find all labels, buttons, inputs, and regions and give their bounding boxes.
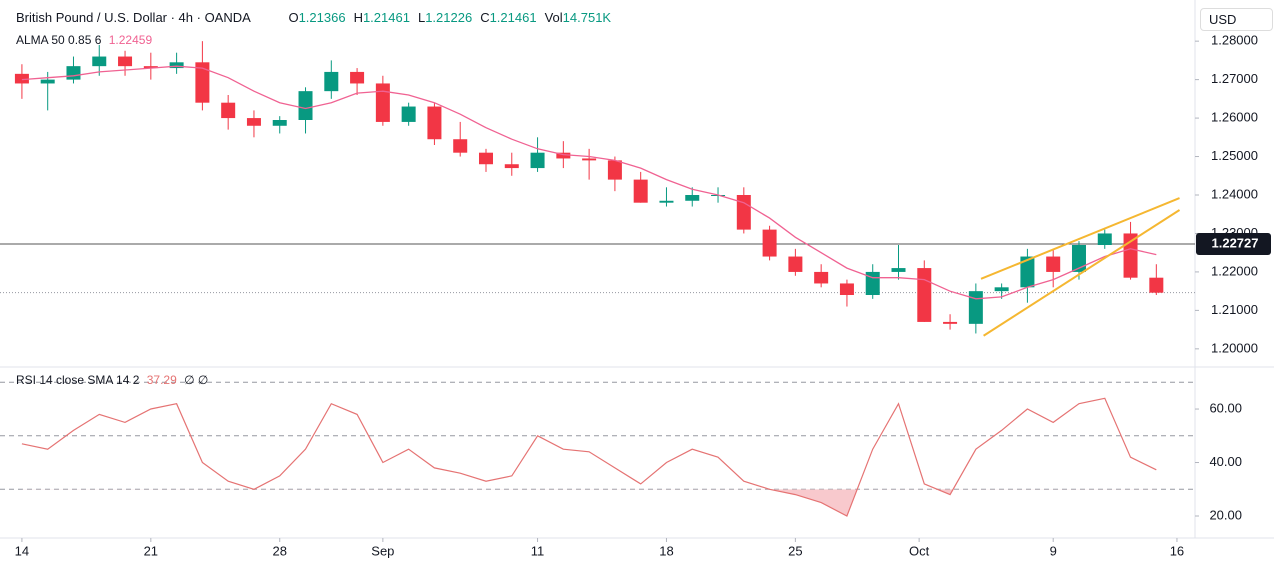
currency-button[interactable]: USD	[1200, 8, 1274, 31]
candle-body	[994, 287, 1009, 292]
candle-body	[478, 152, 493, 165]
ohlc-label: C	[480, 10, 490, 25]
y-tick-label: 1.21000	[1211, 302, 1258, 317]
ohlc-label: H	[353, 10, 363, 25]
ohlc-item: C1.21461	[480, 10, 540, 25]
x-tick-label: 11	[531, 543, 545, 558]
ohlc-item: Vol14.751K	[545, 10, 616, 25]
rsi-line	[21, 397, 1157, 517]
candle-body	[814, 271, 829, 284]
candle-body	[298, 91, 313, 120]
candle-body	[943, 321, 958, 324]
channel-line	[983, 209, 1181, 337]
candle-body	[685, 195, 700, 201]
y-tick-label: 1.28000	[1211, 33, 1258, 48]
candle-body	[556, 152, 571, 159]
x-tick-label: 14	[15, 543, 29, 558]
ohlc-value: 14.751K	[562, 10, 612, 25]
rsi-name: RSI 14 close SMA 14 2	[16, 373, 140, 387]
candle-body	[221, 102, 236, 119]
candle-body	[736, 195, 751, 230]
candle-body	[427, 106, 442, 140]
candle-body	[788, 256, 803, 272]
candle-body	[1149, 277, 1164, 293]
candle-body	[118, 56, 133, 67]
candle-body	[762, 229, 777, 257]
rsi-y-tick-label: 60.00	[1209, 400, 1242, 415]
candle-body	[530, 152, 545, 169]
candle-body	[1097, 233, 1112, 245]
candle-body	[504, 164, 519, 169]
candle-body	[246, 118, 261, 126]
candle-body	[453, 139, 468, 153]
ohlc-value: 1.21461	[489, 10, 537, 25]
ohlc-item: H1.21461	[354, 10, 414, 25]
ohlc-value: 1.21226	[425, 10, 473, 25]
alma-name: ALMA 50 0.85 6	[16, 33, 102, 47]
x-tick-label: 18	[659, 543, 673, 558]
rsi-extra: ∅ ∅	[184, 373, 209, 387]
rsi-y-tick-label: 20.00	[1209, 507, 1242, 522]
rsi-value: 37.29	[146, 373, 177, 387]
candle-body	[1071, 245, 1086, 272]
y-tick-label: 1.24000	[1211, 186, 1258, 201]
x-tick-label: 25	[788, 543, 802, 558]
rsi-y-tick-label: 40.00	[1209, 454, 1242, 469]
candle-body	[1020, 256, 1035, 288]
ohlc-label: Vol	[544, 10, 563, 25]
level-label-box	[1196, 232, 1271, 255]
candle-body	[582, 158, 597, 161]
ohlc-value: 1.21461	[362, 10, 410, 25]
candle-body	[839, 283, 854, 295]
y-tick-label: 1.26000	[1211, 110, 1258, 125]
candle-body	[324, 71, 339, 92]
ohlc-label: O	[288, 10, 299, 25]
ohlc-label: L	[417, 10, 426, 25]
ohlc-item: L1.21226	[418, 10, 476, 25]
x-tick-label: 16	[1170, 543, 1184, 558]
candle-body	[350, 71, 365, 84]
candle-body	[968, 291, 983, 324]
candle-body	[917, 268, 932, 322]
candle-body	[1123, 233, 1138, 278]
candle-body	[14, 73, 29, 84]
candle-body	[195, 62, 210, 103]
y-tick-label: 1.20000	[1211, 340, 1258, 355]
rsi-oversold-fill	[21, 489, 1157, 516]
candle-body	[92, 56, 107, 67]
candle-body	[891, 268, 906, 272]
alma-line	[21, 65, 1157, 300]
x-tick-label: 28	[273, 543, 287, 558]
x-tick-label: 21	[144, 543, 158, 558]
alma-legend: ALMA 50 0.85 6 1.22459	[16, 33, 156, 47]
x-tick-label: Oct	[909, 543, 930, 558]
ohlc-value: 1.21366	[298, 10, 346, 25]
candle-body	[375, 83, 390, 122]
candle-body	[633, 179, 648, 203]
candle-body	[40, 79, 55, 84]
alma-value: 1.22459	[108, 33, 153, 47]
rsi-legend: RSI 14 close SMA 14 2 37.29 ∅ ∅	[16, 373, 212, 387]
candle-body	[401, 106, 416, 122]
x-tick-label: 9	[1050, 543, 1057, 558]
y-tick-label: 1.22000	[1211, 263, 1258, 278]
ohlc-item: O1.21366	[288, 10, 349, 25]
candle-body	[66, 66, 81, 80]
candle-body	[1046, 256, 1061, 272]
candle-body	[169, 62, 184, 69]
candle-body	[272, 120, 287, 126]
x-tick-label: Sep	[371, 543, 394, 558]
channel-line	[980, 197, 1180, 280]
candle-body	[607, 160, 622, 180]
y-tick-label: 1.27000	[1211, 71, 1258, 86]
candle-body	[659, 200, 674, 203]
y-tick-label: 1.25000	[1211, 148, 1258, 163]
header: British Pound / U.S. Dollar · 4h · OANDA…	[16, 10, 623, 25]
symbol-title: British Pound / U.S. Dollar · 4h · OANDA	[16, 10, 251, 25]
ohlc-legend: O1.21366 H1.21461 L1.21226 C1.21461 Vol14.75…	[288, 10, 619, 25]
level-label: 1.22727	[1212, 235, 1259, 250]
candle-body	[143, 66, 158, 69]
